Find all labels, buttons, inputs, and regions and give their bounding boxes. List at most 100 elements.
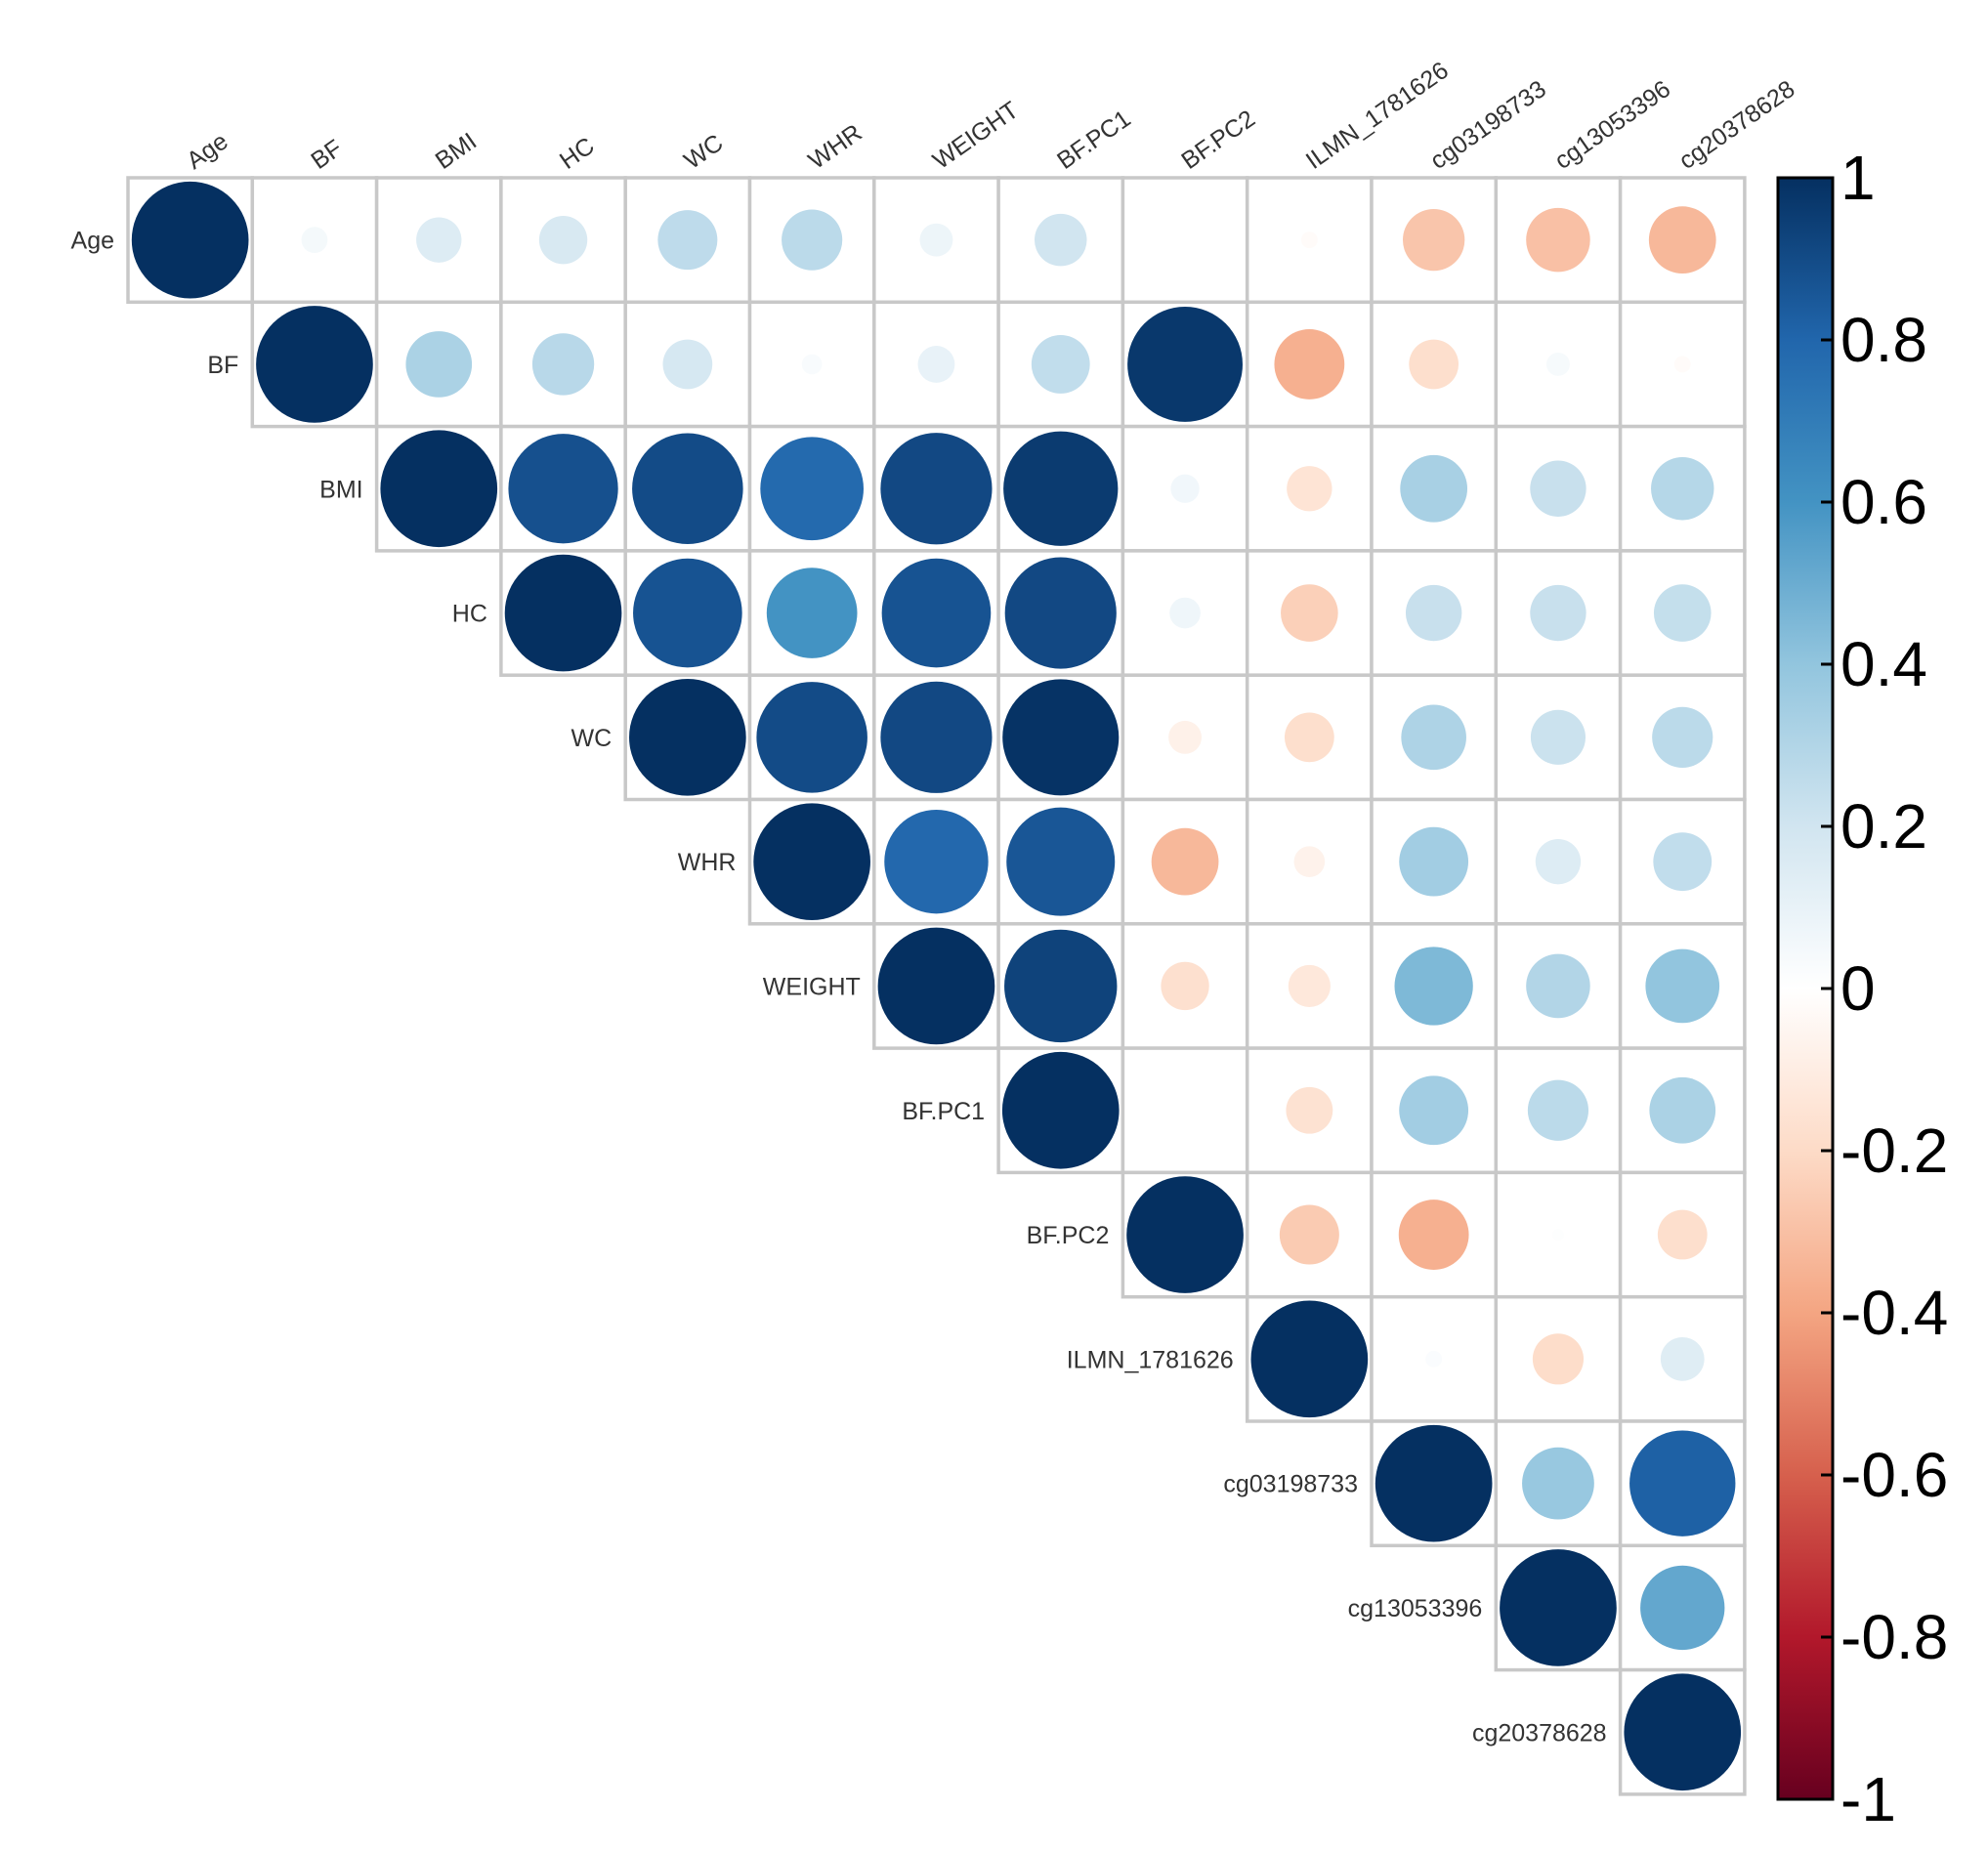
- cell-bf-pc1-bf-pc2: [1121, 1046, 1249, 1175]
- corr-circle-bf-pc1-cg20378628: [1649, 1076, 1716, 1144]
- corr-circle-bf-hc: [531, 333, 595, 396]
- corr-circle-wc-bf-pc2: [1168, 720, 1202, 754]
- corr-circle-weight-cg03198733: [1394, 947, 1473, 1026]
- corr-circle-bf-pc1-cg13053396: [1527, 1079, 1589, 1141]
- corr-circle-bf-cg20378628: [1673, 356, 1691, 373]
- corr-circle-bf-whr: [801, 354, 823, 375]
- corr-circle-bmi-bf-pc1: [1003, 431, 1119, 546]
- row-label-bf-pc2: BF.PC2: [1027, 1222, 1110, 1249]
- corr-circle-hc-whr: [766, 568, 858, 658]
- corr-circle-age-cg13053396: [1526, 207, 1590, 273]
- row-label-age: Age: [71, 228, 114, 255]
- cell-age-bf-pc1: [996, 176, 1125, 305]
- row-label-bmi: BMI: [319, 476, 362, 503]
- corr-circle-whr-cg13053396: [1535, 838, 1582, 885]
- corr-circle-age-age: [131, 181, 249, 299]
- corr-circle-age-wc: [657, 210, 718, 271]
- corr-circle-whr-cg20378628: [1653, 832, 1713, 892]
- corr-circle-wc-cg13053396: [1530, 709, 1586, 765]
- colorbar-tick-label: -0.4: [1840, 1278, 1948, 1348]
- row-label-cg03198733: cg03198733: [1223, 1471, 1358, 1498]
- corr-circle-age-ilmn-1781626: [1300, 232, 1318, 249]
- col-label-bf-pc1: BF.PC1: [1052, 105, 1135, 175]
- col-label-bmi: BMI: [431, 127, 482, 174]
- corr-circle-bmi-wc: [632, 433, 743, 545]
- corr-circle-bf-cg03198733: [1409, 339, 1459, 390]
- corr-circle-weight-ilmn-1781626: [1288, 964, 1331, 1008]
- corr-circle-ilmn-1781626-cg20378628: [1660, 1336, 1705, 1381]
- col-label-age: Age: [182, 127, 233, 174]
- corr-circle-hc-cg20378628: [1653, 584, 1712, 642]
- corr-circle-cg13053396-cg13053396: [1500, 1549, 1617, 1666]
- corr-circle-whr-ilmn-1781626: [1293, 846, 1326, 877]
- colorbar-tick-label: 0: [1840, 953, 1876, 1024]
- corr-circle-wc-ilmn-1781626: [1284, 712, 1334, 763]
- corr-circle-age-cg20378628: [1648, 206, 1716, 274]
- corr-circle-wc-wc: [629, 679, 746, 796]
- row-label-whr: WHR: [678, 849, 737, 876]
- corr-circle-weight-cg20378628: [1645, 948, 1720, 1024]
- row-label-ilmn-1781626: ILMN_1781626: [1067, 1346, 1234, 1373]
- row-label-cg20378628: cg20378628: [1472, 1719, 1607, 1747]
- corr-circle-whr-cg03198733: [1399, 826, 1469, 897]
- corr-circle-bmi-cg13053396: [1530, 460, 1586, 517]
- corr-circle-bmi-ilmn-1781626: [1287, 466, 1332, 512]
- corr-circle-cg03198733-cg13053396: [1522, 1447, 1594, 1520]
- row-label-bf: BF: [207, 352, 238, 379]
- colorbar-tick-label: 1: [1840, 143, 1876, 213]
- corr-circle-bf-pc1-ilmn-1781626: [1286, 1086, 1333, 1134]
- col-label-bf: BF: [306, 135, 347, 175]
- corr-circle-hc-wc: [633, 558, 742, 668]
- corr-circle-bmi-weight: [880, 433, 993, 545]
- row-labels: Age BF BMI HC WC WHR WEIGHT BF.PC1 BF.PC2 ILMN_17…: [71, 228, 1607, 1747]
- corr-circle-bf-pc1-bf-pc1: [1001, 1051, 1120, 1169]
- corr-circle-bf-cg13053396: [1545, 352, 1570, 376]
- corr-circle-whr-bf-pc2: [1151, 827, 1219, 896]
- corr-circle-wc-bf-pc1: [1002, 679, 1120, 796]
- corr-circle-hc-bf-pc1: [1004, 557, 1117, 669]
- corr-circle-age-bf-pc1: [1034, 213, 1087, 267]
- corr-circle-cg03198733-cg20378628: [1629, 1430, 1736, 1536]
- colorbar-tick-label: 0.2: [1840, 791, 1927, 862]
- corr-circle-wc-whr: [756, 682, 867, 793]
- row-label-weight: WEIGHT: [763, 973, 861, 1000]
- corr-circle-bf-pc2-cg13053396: [1551, 1229, 1564, 1242]
- column-labels: Age BF BMI HC WC WHR WEIGHT BF.PC1 BF.PC2 ILMN_17…: [182, 57, 1799, 175]
- corr-circle-whr-bf-pc1: [1006, 807, 1116, 916]
- row-label-bf-pc1: BF.PC1: [902, 1098, 985, 1125]
- circle-layer: [131, 181, 1742, 1791]
- colorbar-tick-label: -1: [1840, 1764, 1896, 1834]
- corr-circle-hc-cg13053396: [1530, 584, 1586, 642]
- corr-circle-bf-pc2-bf-pc2: [1126, 1176, 1244, 1293]
- row-label-wc: WC: [571, 725, 613, 752]
- corr-circle-hc-bf-pc2: [1169, 597, 1201, 629]
- corr-circle-hc-weight: [881, 558, 992, 668]
- corr-circle-ilmn-1781626-ilmn-1781626: [1250, 1300, 1369, 1418]
- corr-circle-age-bmi: [416, 217, 462, 263]
- corr-circle-bmi-bmi: [380, 430, 498, 548]
- corr-circle-bmi-whr: [760, 437, 864, 541]
- corr-circle-bf-bf-pc1: [1031, 335, 1090, 394]
- col-label-whr: WHR: [804, 119, 867, 175]
- col-label-cg03198733: cg03198733: [1425, 75, 1551, 175]
- colorbar-tick-label: 0.6: [1840, 467, 1927, 537]
- corr-circle-age-hc: [538, 215, 588, 265]
- colorbar: 1 0.8 0.6 0.4 0.2 0 -0.2 -0.4 -0.6 -0.8 -1: [1776, 143, 1948, 1834]
- corr-circle-bf-pc2-cg03198733: [1398, 1200, 1469, 1270]
- cell-bf-ilmn-1781626: [1245, 300, 1374, 429]
- corr-circle-bf-bmi: [405, 331, 473, 398]
- corr-circle-hc-ilmn-1781626: [1281, 584, 1338, 642]
- corr-circle-cg03198733-cg03198733: [1375, 1424, 1493, 1542]
- col-label-cg13053396: cg13053396: [1549, 75, 1675, 175]
- colorbar-tick-label: 0.4: [1840, 629, 1927, 699]
- corr-circle-bf-pc2-ilmn-1781626: [1279, 1204, 1339, 1265]
- corr-circle-wc-weight: [880, 681, 993, 793]
- corr-circle-bf-bf-pc2: [1127, 307, 1243, 422]
- corr-circle-bf-wc: [662, 339, 713, 390]
- corr-circle-wc-cg20378628: [1652, 706, 1713, 768]
- corr-circle-whr-whr: [753, 803, 870, 920]
- col-label-cg20378628: cg20378628: [1674, 75, 1800, 175]
- corr-circle-age-whr: [782, 209, 843, 271]
- corr-circle-hc-hc: [504, 554, 622, 672]
